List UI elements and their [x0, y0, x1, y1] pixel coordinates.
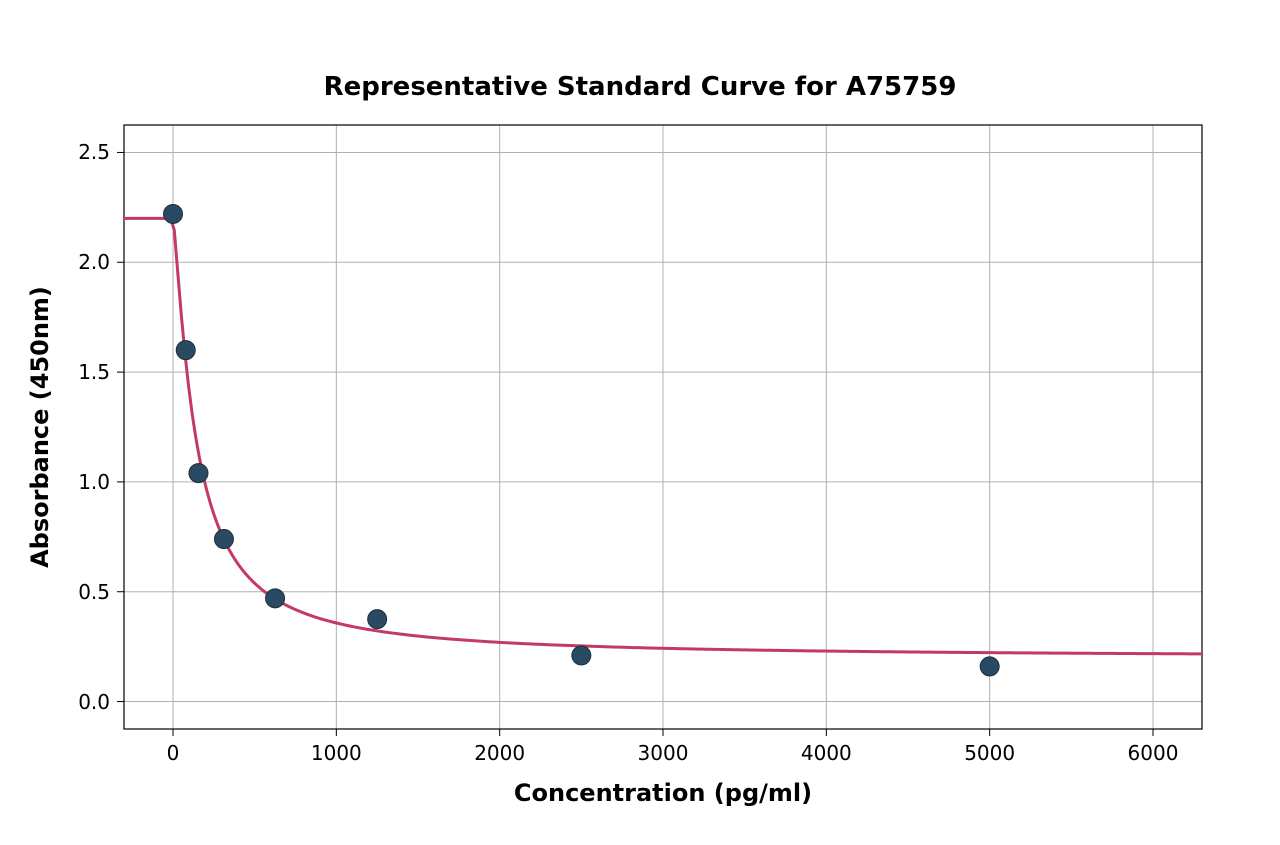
scatter-point — [189, 464, 208, 483]
xtick-label: 2000 — [474, 741, 525, 765]
scatter-point — [214, 530, 233, 549]
ytick-label: 1.5 — [78, 360, 110, 384]
scatter-point — [266, 589, 285, 608]
ytick-label: 2.0 — [78, 250, 110, 274]
xtick-label: 5000 — [964, 741, 1015, 765]
y-axis-label: Absorbance (450nm) — [26, 227, 54, 627]
xtick-label: 1000 — [311, 741, 362, 765]
chart-title: Representative Standard Curve for A75759 — [0, 72, 1280, 102]
plot-svg — [0, 0, 1280, 845]
xtick-label: 0 — [167, 741, 180, 765]
x-axis-label: Concentration (pg/ml) — [514, 779, 812, 807]
scatter-point — [980, 657, 999, 676]
chart-container: Representative Standard Curve for A75759… — [0, 0, 1280, 845]
ytick-label: 0.0 — [78, 690, 110, 714]
scatter-point — [176, 341, 195, 360]
xtick-label: 3000 — [638, 741, 689, 765]
ytick-label: 0.5 — [78, 580, 110, 604]
ytick-label: 2.5 — [78, 140, 110, 164]
scatter-point — [572, 646, 591, 665]
xtick-label: 4000 — [801, 741, 852, 765]
xtick-label: 6000 — [1128, 741, 1179, 765]
scatter-point — [164, 204, 183, 223]
ytick-label: 1.0 — [78, 470, 110, 494]
scatter-point — [368, 610, 387, 629]
